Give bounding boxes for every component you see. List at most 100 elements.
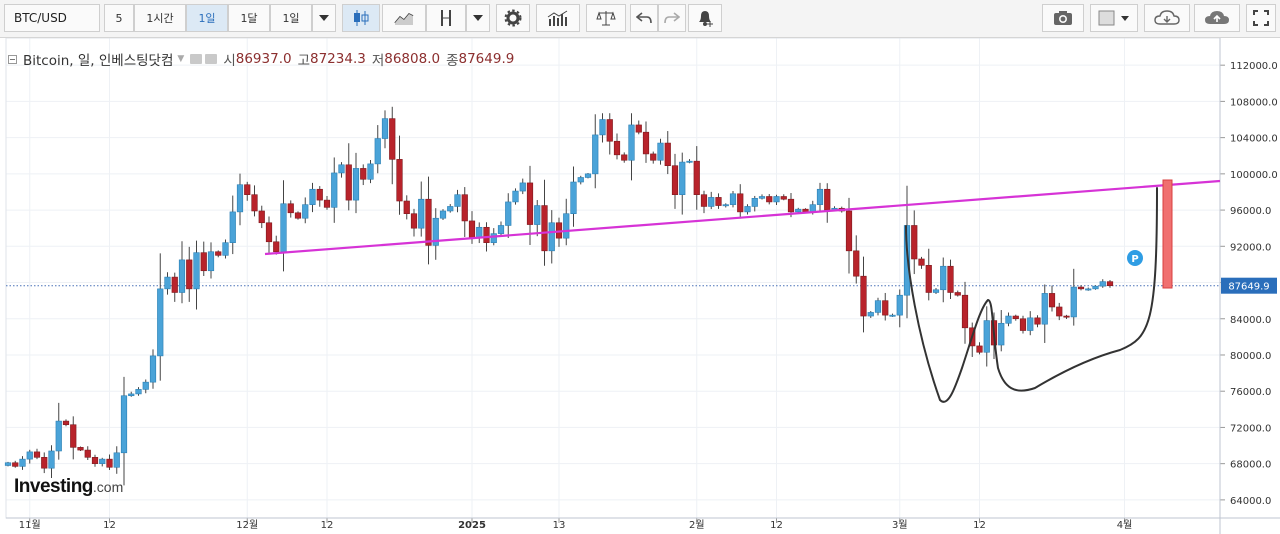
- candle-body: [773, 196, 780, 203]
- price-chart[interactable]: 112000.0 108000.0 104000.0 100000.0 96000.0 9…: [0, 38, 1280, 534]
- candle-body: [787, 198, 795, 213]
- indicators-icon[interactable]: [426, 4, 466, 32]
- legend-settings-icon[interactable]: [205, 54, 218, 64]
- close-value: 87649.9: [458, 51, 515, 67]
- candlestick-icon[interactable]: [342, 4, 380, 32]
- candle-body: [896, 294, 903, 316]
- candle-body: [113, 452, 120, 468]
- candle-body: [490, 233, 497, 243]
- candle-body: [135, 389, 142, 395]
- candle-body: [12, 462, 19, 467]
- candle-body: [976, 345, 983, 353]
- candle-body: [809, 204, 816, 213]
- settings-gear-icon[interactable]: [496, 4, 530, 32]
- candle-body: [345, 164, 352, 201]
- y-tick-label: 112000.0: [1230, 61, 1278, 72]
- candle-body: [548, 222, 555, 252]
- screenshot-camera-icon[interactable]: [1042, 4, 1084, 32]
- line-chart-icon[interactable]: [382, 4, 426, 32]
- double-bottom-drawing: [905, 187, 1158, 403]
- interval-1hour-button[interactable]: 1시간: [134, 4, 186, 32]
- color-picker-button[interactable]: [1090, 4, 1138, 32]
- candle-body: [1099, 281, 1106, 287]
- candle-body: [1085, 288, 1092, 291]
- candle-body: [410, 213, 418, 229]
- indicators-dropdown-chevron-icon[interactable]: [466, 4, 490, 32]
- candle-body: [244, 184, 251, 195]
- candle-body: [309, 188, 316, 205]
- candle-body: [918, 258, 925, 266]
- candle-body: [55, 420, 62, 452]
- candle-body: [19, 458, 26, 467]
- interval-dropdown-value[interactable]: 1일: [270, 4, 312, 32]
- candle-body: [534, 205, 541, 225]
- candle-body: [526, 182, 534, 225]
- candle-body: [751, 198, 758, 207]
- collapse-legend-icon[interactable]: [8, 54, 17, 64]
- x-tick-label: 11월: [19, 519, 41, 531]
- candle-body: [62, 420, 70, 426]
- candle-body: [4, 462, 12, 466]
- candle-body: [621, 154, 628, 161]
- candle-body: [193, 252, 200, 290]
- interval-1day-button[interactable]: 1일: [186, 4, 228, 32]
- legend-dropdown-icon[interactable]: ▼: [177, 54, 185, 64]
- candle-body: [41, 457, 48, 469]
- interval-1month-button[interactable]: 1달: [228, 4, 270, 32]
- candle-body: [1056, 306, 1063, 317]
- legend-title: Bitcoin, 일, 인베스팅닷컴: [23, 53, 174, 69]
- y-tick-label: 92000.0: [1230, 242, 1271, 253]
- candle-body: [570, 181, 577, 214]
- candle-body: [1041, 293, 1048, 325]
- candle-body: [983, 320, 990, 353]
- cloud-save-icon[interactable]: [1194, 4, 1240, 32]
- trendline: [264, 179, 1221, 256]
- candle-body: [1077, 286, 1085, 290]
- symbol-input[interactable]: BTC/USD: [4, 4, 100, 32]
- open-label: 시: [223, 53, 236, 69]
- fullscreen-icon[interactable]: [1246, 4, 1276, 32]
- candle-body: [1070, 286, 1077, 318]
- studies-icon[interactable]: [536, 4, 580, 32]
- current-price-label: 87649.9: [1228, 282, 1269, 293]
- candle-body: [700, 194, 708, 207]
- candle-body: [737, 193, 744, 213]
- cloud-load-icon[interactable]: [1144, 4, 1190, 32]
- candle-body: [853, 250, 860, 277]
- p-marker: [1127, 250, 1143, 266]
- legend-eye-icon[interactable]: [190, 54, 203, 64]
- undo-icon[interactable]: [630, 4, 658, 32]
- redo-icon[interactable]: [658, 4, 686, 32]
- candle-body: [1092, 285, 1099, 290]
- x-axis: 11월 12 12월 12 2025 13 2월 12 3월 12 4월: [19, 518, 1132, 531]
- candle-body: [925, 265, 932, 293]
- candle-body: [84, 449, 91, 458]
- candle-body: [381, 118, 389, 139]
- x-tick-label: 2월: [689, 519, 705, 531]
- open-value: 86937.0: [235, 51, 292, 67]
- candle-body: [236, 184, 244, 213]
- candle-body: [418, 198, 425, 229]
- interval-dropdown-chevron-icon[interactable]: [312, 4, 336, 32]
- candle-body: [403, 200, 410, 214]
- candle-body: [592, 134, 599, 175]
- candle-body: [33, 451, 41, 458]
- candle-body: [1048, 293, 1056, 308]
- x-tick-label: 3월: [892, 519, 908, 531]
- interval-5min-button[interactable]: 5: [104, 4, 134, 32]
- x-tick-label: 12: [973, 520, 986, 531]
- candle-body: [222, 242, 229, 256]
- y-tick-label: 108000.0: [1230, 97, 1278, 108]
- compare-scale-icon[interactable]: [586, 4, 626, 32]
- candle-body: [650, 153, 657, 161]
- candle-body: [323, 199, 331, 208]
- candle-body: [70, 424, 77, 448]
- candle-body: [867, 312, 874, 317]
- candlestick-series: [4, 106, 1114, 486]
- candle-body: [628, 124, 635, 161]
- candle-body: [889, 314, 896, 317]
- y-tick-label: 96000.0: [1230, 206, 1271, 217]
- add-alert-bell-icon[interactable]: [688, 4, 722, 32]
- candle-body: [693, 160, 700, 195]
- candle-body: [845, 210, 853, 252]
